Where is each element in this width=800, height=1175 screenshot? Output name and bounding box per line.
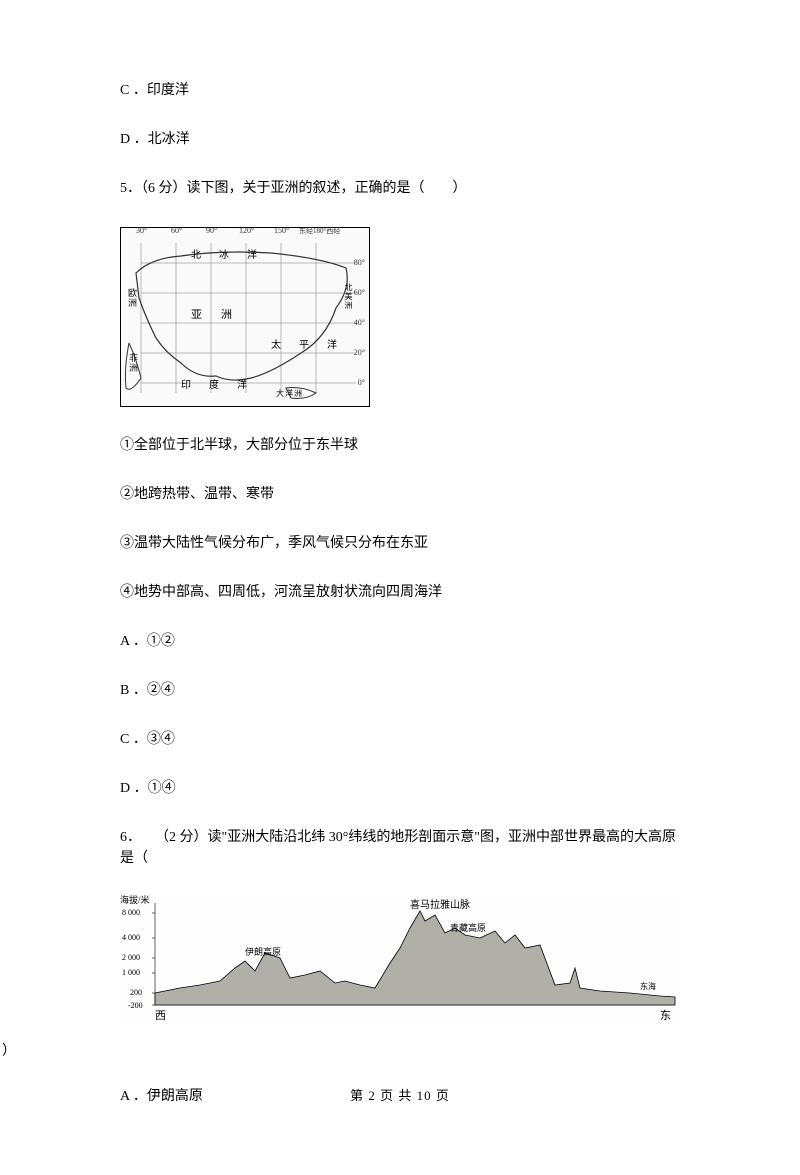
map-lon-60: 60° [171, 226, 182, 235]
map-africa-label: 非洲 [127, 353, 140, 373]
profile-tick-1000: 1 000 [122, 968, 140, 977]
profile-tick-8000: 8 000 [122, 908, 140, 917]
asia-map: 30° 60° 90° 120° 150° 东经180°西经 80° 60° 4… [120, 227, 370, 407]
map-arctic-label: 北 冰 洋 [191, 246, 261, 261]
profile-east-label: 东 [660, 1007, 671, 1023]
map-lon-90: 90° [206, 226, 217, 235]
profile-y-title: 海拔/米 [120, 893, 150, 906]
profile-west-label: 西 [155, 1007, 166, 1023]
q5-option-b: B ．②④ [120, 680, 680, 701]
terrain-profile-svg [120, 893, 680, 1023]
q4-option-d: D ．北冰洋 [120, 129, 680, 150]
q5-stem: 5．（6 分）读下图，关于亚洲的叙述，正确的是（ ） [120, 178, 680, 199]
q5-statement-4: ④地势中部高、四周低，河流呈放射状流向四周海洋 [120, 582, 680, 603]
profile-tick-200: 200 [130, 988, 142, 997]
map-lat-60: 60° [354, 288, 365, 297]
profile-iran-label: 伊朗高原 [245, 945, 281, 958]
q5-statement-3: ③温带大陆性气候分布广，季风气候只分布在东亚 [120, 533, 680, 554]
map-lon-150: 150° [274, 226, 289, 235]
profile-tick-4000: 4 000 [122, 933, 140, 942]
profile-hima-label: 喜马拉雅山脉 [410, 896, 470, 911]
map-indian-label: 印 度 洋 [181, 376, 251, 391]
map-lat-80: 80° [354, 258, 365, 267]
q4-option-c: C ．印度洋 [120, 80, 680, 101]
map-lon-30: 30° [136, 226, 147, 235]
profile-east-sea-label: 东海 [640, 981, 656, 992]
q5-option-d: D ．①④ [120, 778, 680, 799]
map-asia-label: 亚 洲 [191, 306, 236, 322]
profile-tick-2000: 2 000 [122, 953, 140, 962]
map-lat-40: 40° [354, 318, 365, 327]
map-lon-180: 东经180°西经 [299, 226, 340, 236]
q5-option-a: A ．①② [120, 631, 680, 652]
map-lon-120: 120° [239, 226, 254, 235]
profile-tibet-label: 青藏高原 [450, 921, 486, 934]
q5-statement-1: ①全部位于北半球，大部分位于东半球 [120, 435, 680, 456]
map-lat-20: 20° [354, 348, 365, 357]
map-na-label: 北美洲 [343, 283, 354, 310]
profile-tick-neg200: -200 [128, 1001, 143, 1010]
map-lat-0: 0° [358, 378, 365, 387]
q6-stem: 6． （2 分）读"亚洲大陆沿北纬 30°纬线的地形剖面示意"图，亚洲中部世界最… [120, 827, 680, 869]
page-footer: 第 2 页 共 10 页 [0, 1085, 800, 1104]
q5-option-c: C ．③④ [120, 729, 680, 750]
map-oceania-label: 大洋洲 [276, 388, 303, 399]
q5-statement-2: ②地跨热带、温带、寒带 [120, 484, 680, 505]
map-pacific-label: 太 平 洋 [271, 336, 341, 351]
q6-close-paren: ） [2, 1041, 16, 1062]
map-europe-label: 欧洲 [126, 288, 139, 308]
terrain-profile-chart: 海拔/米 8 000 4 000 2 000 1 000 200 -200 伊朗… [120, 893, 680, 1023]
